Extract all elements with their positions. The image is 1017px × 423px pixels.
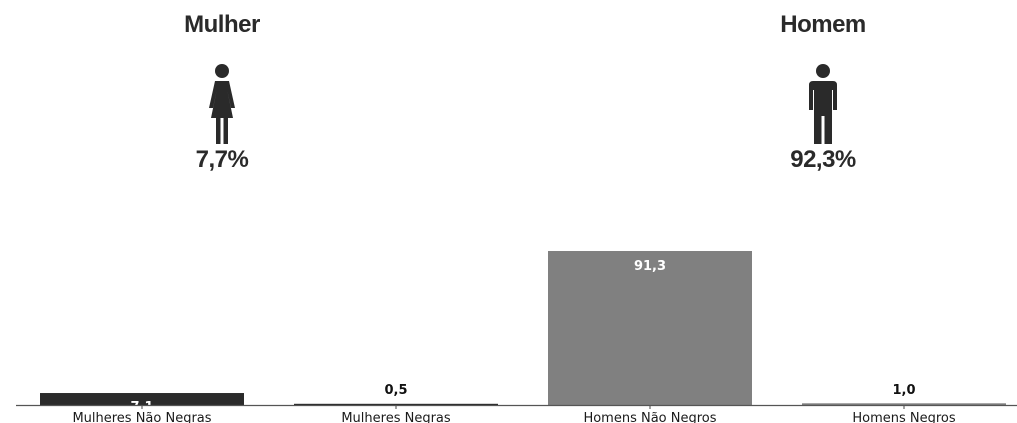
male-block: Homem 92,3% <box>723 0 923 174</box>
male-person-icon <box>809 64 837 144</box>
category-label-2: Mulheres Negras <box>341 411 451 423</box>
category-label-1: Mulheres Não Negras <box>72 411 211 423</box>
female-percent: 7,7% <box>195 146 249 173</box>
bar-3 <box>548 251 752 405</box>
value-label-3: 91,3 <box>634 259 666 274</box>
male-percent: 92,3% <box>790 146 856 173</box>
value-label-2: 0,5 <box>384 383 407 398</box>
female-person-icon <box>209 64 235 144</box>
bar-4 <box>802 403 1006 405</box>
female-block: Mulher 7,7% <box>122 0 322 174</box>
category-label-4: Homens Negros <box>852 411 956 423</box>
bar-2 <box>294 403 498 405</box>
category-label-3: Homens Não Negros <box>583 411 716 423</box>
female-title: Mulher <box>184 11 260 38</box>
value-label-4: 1,0 <box>892 383 915 398</box>
bar-1 <box>40 393 244 405</box>
male-title: Homem <box>780 11 866 38</box>
